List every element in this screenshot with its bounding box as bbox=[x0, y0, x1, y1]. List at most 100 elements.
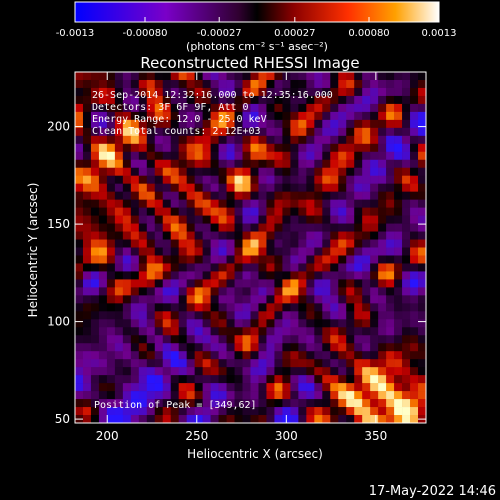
image-cell bbox=[354, 239, 363, 248]
image-cell bbox=[370, 191, 379, 200]
image-cell bbox=[330, 367, 339, 376]
image-cell bbox=[410, 87, 419, 97]
image-cell bbox=[266, 383, 275, 392]
image-cell bbox=[298, 135, 307, 145]
image-cell bbox=[298, 175, 307, 184]
image-cell bbox=[138, 167, 148, 177]
image-cell bbox=[106, 103, 116, 113]
image-cell bbox=[122, 223, 132, 232]
image-cell bbox=[290, 127, 299, 137]
image-cell bbox=[266, 191, 275, 200]
image-cell bbox=[346, 327, 355, 336]
image-cell bbox=[90, 95, 100, 105]
image-cell bbox=[330, 319, 339, 328]
image-cell bbox=[346, 295, 355, 304]
image-cell bbox=[194, 95, 203, 105]
image-cell bbox=[162, 351, 172, 360]
image-cell bbox=[322, 343, 331, 352]
image-cell bbox=[170, 255, 180, 264]
image-cell bbox=[370, 167, 379, 177]
image-cell bbox=[106, 367, 116, 376]
image-cell bbox=[90, 311, 100, 320]
image-cell bbox=[194, 247, 203, 256]
image-cell bbox=[146, 343, 156, 352]
image-cell bbox=[282, 183, 291, 192]
image-cell bbox=[210, 303, 219, 312]
image-cell bbox=[378, 223, 387, 232]
image-cell bbox=[298, 87, 307, 97]
image-cell bbox=[394, 311, 403, 320]
image-cell bbox=[362, 79, 371, 89]
image-cell bbox=[170, 311, 180, 320]
image-cell bbox=[258, 255, 267, 264]
image-cell bbox=[362, 287, 371, 296]
image-cell bbox=[202, 247, 211, 256]
image-cell bbox=[250, 303, 259, 312]
image-cell bbox=[346, 231, 355, 240]
image-cell bbox=[258, 391, 267, 400]
image-cell bbox=[290, 327, 299, 336]
image-cell bbox=[274, 383, 283, 392]
image-cell bbox=[170, 111, 180, 121]
image-cell bbox=[378, 151, 387, 161]
image-cell bbox=[346, 167, 355, 177]
image-cell bbox=[346, 127, 355, 137]
image-cell bbox=[274, 263, 283, 272]
image-cell bbox=[202, 391, 211, 400]
image-cell bbox=[218, 343, 227, 352]
image-cell bbox=[242, 207, 251, 216]
image-cell bbox=[122, 351, 132, 360]
image-cell bbox=[250, 199, 259, 208]
image-cell bbox=[362, 215, 371, 224]
image-cell bbox=[418, 271, 426, 280]
image-cell bbox=[226, 383, 235, 392]
image-cell bbox=[202, 119, 211, 129]
image-cell bbox=[330, 351, 339, 360]
image-cell bbox=[418, 407, 426, 416]
image-cell bbox=[290, 103, 299, 113]
image-cell bbox=[282, 111, 291, 121]
image-cell bbox=[346, 183, 355, 192]
image-cell bbox=[154, 175, 164, 184]
image-cell bbox=[266, 247, 275, 256]
image-cell bbox=[202, 215, 211, 224]
image-cell bbox=[202, 143, 211, 153]
image-cell bbox=[226, 295, 235, 304]
image-cell bbox=[226, 407, 235, 416]
image-cell bbox=[106, 199, 116, 208]
image-cell bbox=[138, 399, 148, 408]
image-cell bbox=[90, 415, 100, 423]
image-cell bbox=[90, 79, 100, 89]
image-cell bbox=[314, 72, 323, 81]
image-cell bbox=[418, 343, 426, 352]
image-cell bbox=[322, 191, 331, 200]
image-cell bbox=[106, 271, 116, 280]
image-cell bbox=[290, 87, 299, 97]
image-cell bbox=[146, 239, 156, 248]
image-cell bbox=[194, 167, 203, 177]
colorbar-unit-label: (photons cm⁻² s⁻¹ asec⁻²) bbox=[186, 40, 328, 53]
image-cell bbox=[146, 415, 156, 423]
image-cell bbox=[75, 207, 84, 216]
image-cell bbox=[290, 311, 299, 320]
image-cell bbox=[394, 391, 403, 400]
image-cell bbox=[298, 215, 307, 224]
image-cell bbox=[322, 415, 331, 423]
image-cell bbox=[218, 87, 227, 97]
image-cell bbox=[282, 231, 291, 240]
image-cell bbox=[386, 127, 395, 137]
image-cell bbox=[410, 383, 419, 392]
image-cell bbox=[330, 199, 339, 208]
image-cell bbox=[114, 383, 124, 392]
image-cell bbox=[146, 215, 156, 224]
image-cell bbox=[314, 303, 323, 312]
image-cell bbox=[186, 159, 195, 169]
image-cell bbox=[402, 287, 411, 296]
colorbar-ticks: -0.0013 -0.00080 -0.00027 0.00027 0.00080 0.0… bbox=[56, 17, 457, 39]
image-cell bbox=[274, 303, 283, 312]
image-cell bbox=[106, 183, 116, 192]
image-cell bbox=[242, 151, 251, 161]
image-cell bbox=[218, 143, 227, 153]
image-cell bbox=[242, 103, 251, 113]
image-cell bbox=[82, 119, 92, 129]
